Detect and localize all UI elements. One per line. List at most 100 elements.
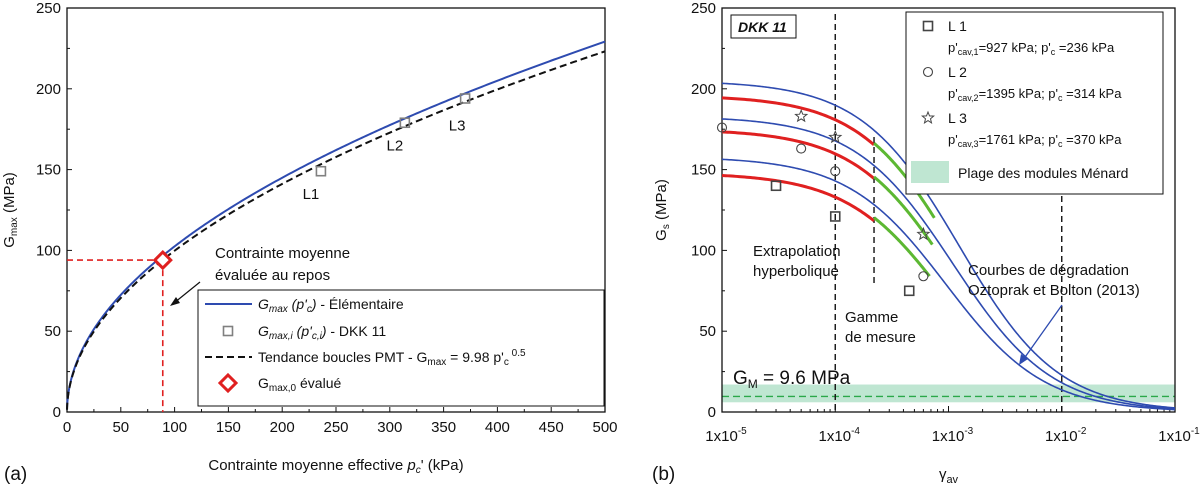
legend-label: Gmax (p'c) - Élémentaire <box>258 296 404 315</box>
legend-label-part: G <box>258 296 269 312</box>
legend-swatch <box>217 372 239 394</box>
legend-label-part: (p' <box>288 296 308 312</box>
x-axis-label-part: ' (kPa) <box>421 457 464 474</box>
legend-swatch <box>222 325 234 337</box>
annotation-line: Contrainte moyenne <box>215 245 350 262</box>
annotation-arrowhead <box>170 297 180 306</box>
x-tick-label: 1x10-2 <box>1045 426 1087 445</box>
y-tick-label: 100 <box>691 242 716 259</box>
legend-swatch <box>922 66 934 78</box>
y-tick-label: 150 <box>691 162 716 179</box>
x-tick-label-base: 1x10 <box>1045 428 1078 445</box>
y-tick-label: 100 <box>36 242 61 259</box>
x-tick-label: 200 <box>270 419 295 436</box>
legend-label-part: 0.5 <box>509 348 526 359</box>
x-axis-label-part: p <box>406 457 415 474</box>
annotation-courbes: Courbes de dégradation <box>968 262 1129 279</box>
legend-label-part: c,i <box>312 331 323 342</box>
x-tick-label: 350 <box>431 419 456 436</box>
legend-title: L 2 <box>948 64 967 80</box>
y-tick-label: 150 <box>36 162 61 179</box>
y-axis-label-part: (MPa) <box>1 172 18 217</box>
legend-title: L 1 <box>948 18 967 34</box>
x-axis-label-part: Contrainte moyenne effective <box>208 457 407 474</box>
legend-label-part: =236 kPa <box>1055 40 1115 55</box>
data-point-diamond <box>152 249 173 271</box>
legend-label-part: =314 kPa <box>1063 86 1123 101</box>
y-axis-label: Gs (MPa) <box>653 179 672 241</box>
degradation-curve <box>721 158 1176 411</box>
data-point-circle <box>796 143 807 154</box>
tag-box <box>730 14 797 39</box>
x-tick-label-base: 1x10 <box>819 428 852 445</box>
point-label: L1 <box>303 186 320 203</box>
x-tick-label: 450 <box>539 419 564 436</box>
x-tick-label: 500 <box>592 419 617 436</box>
legend-label-part: =1395 kPa; p' <box>979 86 1058 101</box>
legend-label: Gmax,0 évalué <box>258 375 341 394</box>
degradation-curve <box>721 82 1176 409</box>
legend-label-part: c <box>504 357 509 368</box>
measure-segment <box>873 216 931 278</box>
x-tick-label: 1x10-3 <box>932 426 974 445</box>
annotation-arrowhead <box>1019 354 1028 365</box>
y-tick-label: 50 <box>699 323 716 340</box>
legend-label-part: p' <box>948 40 958 55</box>
point-label: L3 <box>449 117 466 134</box>
gm-label-part: M <box>748 377 758 391</box>
x-tick-label: 1x10-4 <box>819 426 861 445</box>
legend-label-part: c <box>1058 139 1063 149</box>
legend-band-label: Plage des modules Ménard <box>958 165 1128 181</box>
tag-label: DKK 11 <box>738 19 787 35</box>
data-point-square <box>829 211 841 222</box>
legend-label-part: =1761 kPa; p' <box>979 132 1058 147</box>
data-point-square <box>770 180 782 192</box>
data-point-star <box>794 108 809 123</box>
extrapolation-segment <box>721 96 875 146</box>
panel-b-chart: 1x10-5 1x10-4 1x10-3 1x10-2 1x10-10501001502… <box>652 0 1200 486</box>
x-tick-label-exp: -5 <box>738 426 747 437</box>
legend-label-part: max,0 <box>269 383 297 394</box>
y-tick-label: 50 <box>44 323 61 340</box>
y-tick-label: 200 <box>36 81 61 98</box>
x-tick-label-base: 1x10 <box>1158 428 1191 445</box>
legend-label: p'cav,1=927 kPa; p'c =236 kPa <box>948 40 1115 57</box>
legend-label-part: =370 kPa <box>1063 132 1123 147</box>
legend-title: L 3 <box>948 110 967 126</box>
y-axis-label-part: max <box>9 217 20 236</box>
data-point-square <box>903 285 915 297</box>
annotation-extrapolation: hyperbolique <box>753 263 839 280</box>
series-line-elementaire <box>66 40 606 410</box>
annotation-line: évaluée au repos <box>215 267 330 284</box>
legend-label-part: c <box>1051 47 1056 57</box>
annotation-gamme: Gamme <box>845 309 898 326</box>
legend-swatch <box>922 20 934 32</box>
legend-label-part: - DKK 11 <box>326 323 386 339</box>
x-tick-label: 250 <box>323 419 348 436</box>
legend-label-part: Tendance boucles PMT - G <box>258 349 427 365</box>
x-tick-label-base: 1x10 <box>932 428 965 445</box>
measure-segment <box>873 142 936 219</box>
data-point-square <box>315 165 327 177</box>
data-point-circle <box>830 166 841 177</box>
annotation-gamme: de mesure <box>845 329 916 346</box>
y-tick-label: 0 <box>53 404 61 421</box>
annotation-arrow <box>173 281 201 304</box>
x-tick-label: 150 <box>216 419 241 436</box>
gm-label-part: = 9.6 MPa <box>758 368 851 389</box>
legend-label-part: p' <box>948 86 958 101</box>
x-tick-label: 50 <box>112 419 129 436</box>
y-axis-label-part: G <box>1 236 18 248</box>
x-tick-label: 300 <box>377 419 402 436</box>
legend-swatch <box>921 110 935 125</box>
y-tick-label: 250 <box>691 0 716 17</box>
legend-label: p'cav,2=1395 kPa; p'c =314 kPa <box>948 86 1122 103</box>
annotation-courbes: Oztoprak et Bolton (2013) <box>968 282 1140 299</box>
gm-label-part: G <box>733 368 748 389</box>
x-tick-label-exp: -3 <box>964 426 973 437</box>
panel-label: (a) <box>4 464 27 485</box>
x-tick-label: 100 <box>162 419 187 436</box>
legend-label-part: (p' <box>293 323 313 339</box>
